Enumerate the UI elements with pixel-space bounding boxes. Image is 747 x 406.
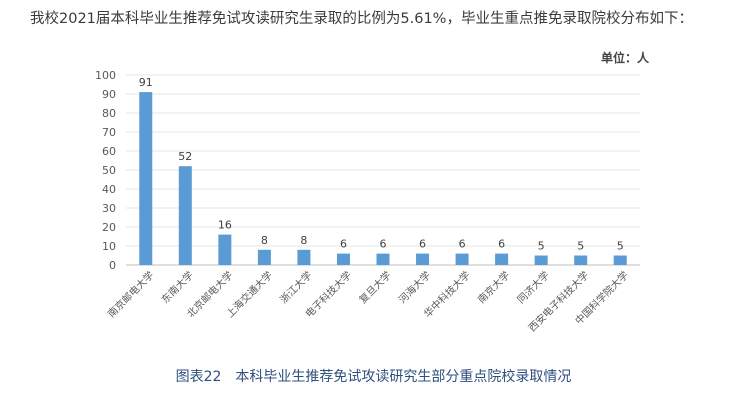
data-labels: 91 52 16 8 8 6 6 6 6 6 5 5 5 <box>139 76 624 252</box>
data-label: 5 <box>538 240 545 253</box>
y-tick-label: 90 <box>102 88 116 101</box>
bar <box>416 253 430 265</box>
x-tick-label: 河海大学 <box>396 268 433 305</box>
bar <box>257 249 271 265</box>
bar <box>376 253 390 265</box>
data-label: 6 <box>498 238 505 251</box>
data-label: 6 <box>340 238 347 251</box>
y-tick-labels: 0 10 20 30 40 50 60 70 80 90 100 <box>95 69 116 272</box>
y-tick-label: 70 <box>102 126 116 139</box>
bars <box>139 92 627 265</box>
data-label: 6 <box>459 238 466 251</box>
figure-caption: 图表22 本科毕业生推荐免试攻读研究生部分重点院校录取情况 <box>175 369 572 385</box>
bar <box>218 234 232 265</box>
x-tick-label: 复旦大学 <box>356 268 393 305</box>
grid-lines <box>126 74 640 247</box>
y-tick-label: 0 <box>109 259 116 272</box>
bar <box>139 92 153 265</box>
x-tick-label: 东南大学 <box>158 268 195 305</box>
bar <box>495 253 509 265</box>
y-tick-label: 20 <box>102 221 116 234</box>
bar <box>613 255 627 265</box>
bar <box>455 253 469 265</box>
data-label: 6 <box>419 238 426 251</box>
bar <box>336 253 350 265</box>
data-label: 6 <box>380 238 387 251</box>
x-tick-label: 浙江大学 <box>277 268 314 305</box>
x-tick-label: 南京邮电大学 <box>105 268 157 320</box>
data-label: 52 <box>178 150 192 163</box>
y-tick-label: 100 <box>95 69 116 82</box>
y-tick-label: 80 <box>102 107 116 120</box>
data-label: 8 <box>300 234 307 247</box>
data-label: 16 <box>218 219 232 232</box>
bar <box>574 255 588 265</box>
x-tick-label: 同济大学 <box>514 268 551 305</box>
y-tick-label: 60 <box>102 145 116 158</box>
intro-paragraph: 我校2021届本科毕业生推荐免试攻读研究生录取的比例为5.61%，毕业生重点推免… <box>30 11 693 27</box>
y-tick-label: 10 <box>102 240 116 253</box>
data-label: 8 <box>261 234 268 247</box>
data-label: 5 <box>577 240 584 253</box>
bar <box>534 255 548 265</box>
bar <box>297 249 311 265</box>
bar <box>178 166 192 265</box>
data-label: 91 <box>139 76 153 89</box>
y-tick-label: 50 <box>102 164 116 177</box>
unit-label: 单位：人 <box>600 51 649 65</box>
data-label: 5 <box>617 240 624 253</box>
y-tick-label: 30 <box>102 202 116 215</box>
x-tick-label: 南京大学 <box>475 268 512 305</box>
y-tick-label: 40 <box>102 183 116 196</box>
